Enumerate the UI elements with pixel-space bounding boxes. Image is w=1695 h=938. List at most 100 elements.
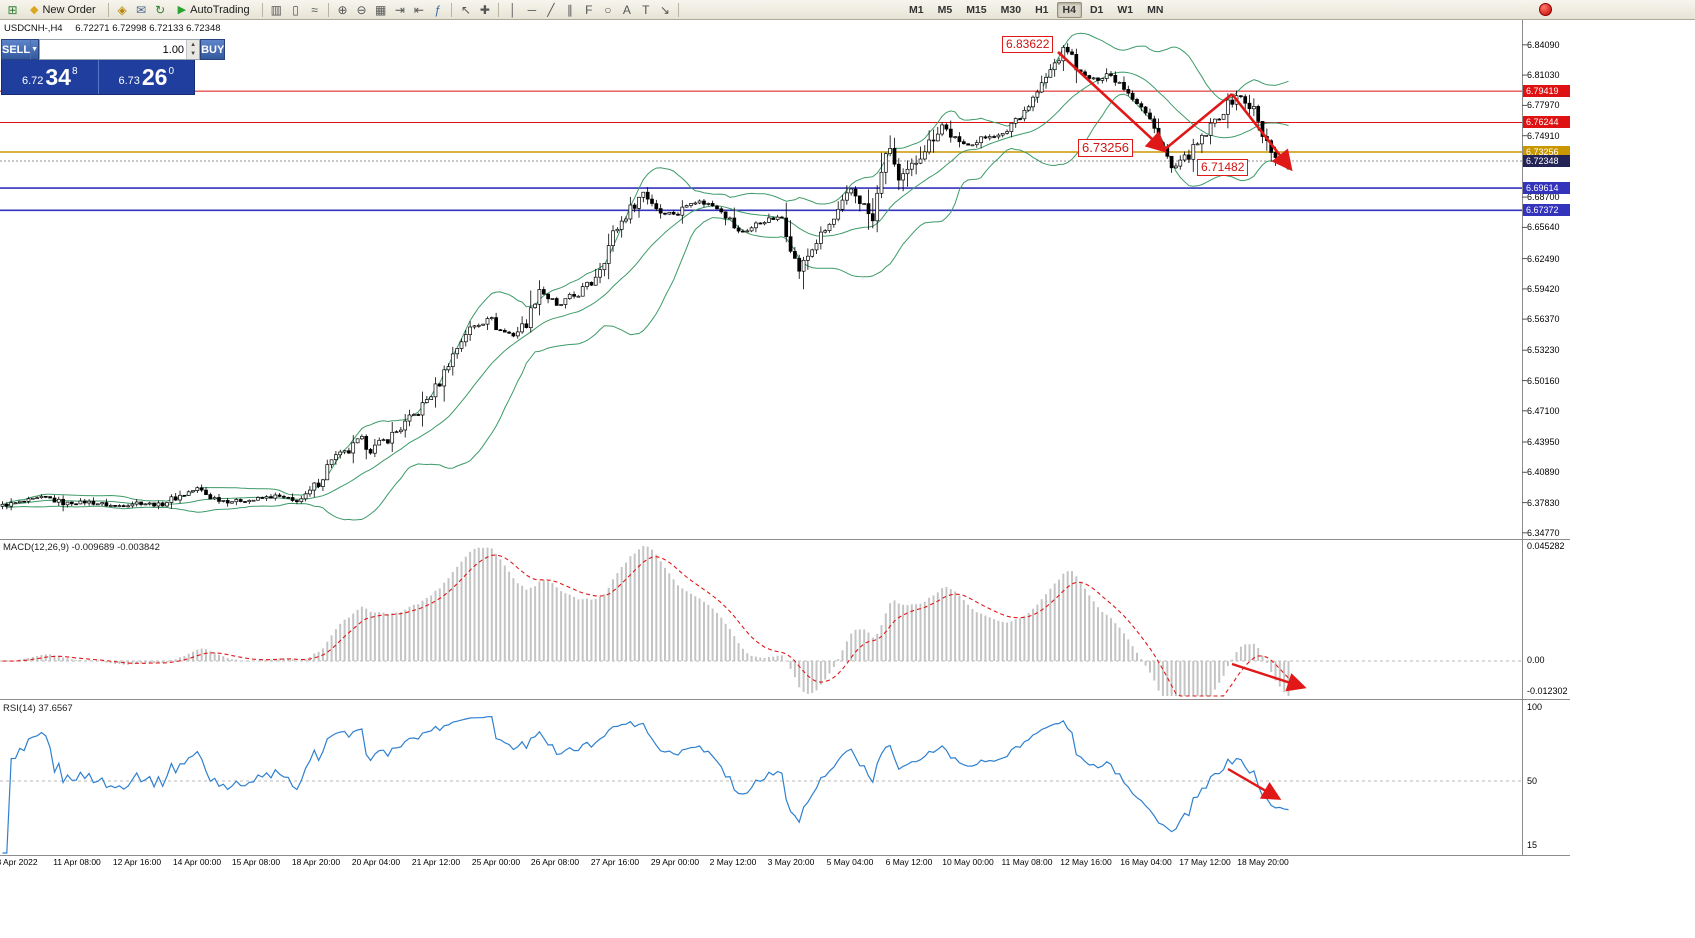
refresh-icon[interactable]: ↻ [152,1,169,18]
timeframe-m5[interactable]: M5 [937,4,953,16]
symbol-period-label: USDCNH-,H4 [4,23,63,34]
price-tick: 6.59420 [1527,284,1560,294]
new-order-icon: ◆ [30,4,39,16]
indicator-scale-label: 100 [1527,702,1543,712]
alert-icon[interactable] [1539,3,1552,16]
price-tick: 6.81030 [1527,70,1560,80]
time-axis-label: 3 May 20:00 [767,857,815,867]
time-axis-label: 17 May 12:00 [1179,857,1231,867]
one-click-trading-panel: SELL ▼ ▲ ▼ BUY 6.72 34 8 6.73 26 0 [1,39,226,95]
timeframe-m30[interactable]: M30 [1000,4,1022,16]
time-axis-label: 2 May 12:00 [709,857,757,867]
tile-windows-icon[interactable]: ▦ [372,1,389,18]
chart-shift-icon[interactable]: ⇤ [410,1,427,18]
time-axis-label: 14 Apr 00:00 [172,857,222,867]
sell-price-figure: 6.72 [21,74,44,87]
fibonacci-icon[interactable]: F [580,1,597,18]
play-icon: ▶ [177,4,187,16]
price-level-tag: 6.76244 [1523,116,1570,128]
new-chart-icon: ⊞ [7,2,18,17]
trendline-icon[interactable]: ╱ [542,1,559,18]
label-icon[interactable]: T [637,1,654,18]
price-divider [97,60,99,94]
volume-decrease-icon[interactable]: ▼ [187,49,200,59]
timeframe-w1[interactable]: W1 [1117,4,1134,16]
time-axis-label: 12 Apr 16:00 [112,857,162,867]
price-tick: 6.34770 [1527,528,1560,538]
time-axis-label: 12 May 16:00 [1060,857,1112,867]
chart-shift-icon: ⇤ [413,2,424,17]
sell-price[interactable]: 6.72 34 8 [2,60,98,94]
timeframe-d1[interactable]: D1 [1089,4,1104,16]
bar-chart-icon: ▥ [270,2,282,17]
time-axis-label: 15 Apr 08:00 [231,857,281,867]
autotrading-button[interactable]: ▶ AutoTrading [171,1,257,18]
candlestick-chart-icon[interactable]: ▯ [287,1,304,18]
vertical-line-icon[interactable]: │ [504,1,521,18]
price-tick: 6.74910 [1527,131,1560,141]
arrows-icon[interactable]: ↘ [656,1,673,18]
time-axis-label: 27 Apr 16:00 [590,857,640,867]
timeframe-m1[interactable]: M1 [909,4,924,16]
price-tick: 6.68700 [1527,192,1560,202]
volume-input[interactable] [40,40,187,59]
price-annotation[interactable]: 6.73256 [1078,139,1133,158]
bar-chart-icon[interactable]: ▥ [268,1,285,18]
new-order-button[interactable]: ◆ New Order [23,1,103,18]
zoom-out-icon[interactable]: ⊖ [353,1,370,18]
horizontal-line-icon: ─ [527,2,537,17]
expert-advisors-icon: ◈ [117,2,127,17]
macd-values: -0.009689 -0.003842 [71,542,160,553]
time-axis-label: 18 May 20:00 [1237,857,1289,867]
mailbox-icon[interactable]: ✉ [133,1,150,18]
price-annotation[interactable]: 6.71482 [1197,159,1249,176]
sell-dropdown-icon[interactable]: ▼ [30,39,40,60]
toolbar-separator [678,2,680,17]
cursor-icon[interactable]: ↖ [457,1,474,18]
horizontal-line-icon[interactable]: ─ [523,1,540,18]
buy-price[interactable]: 6.73 26 0 [99,60,195,94]
crosshair-icon: ✚ [479,2,490,17]
price-tick: 6.84090 [1527,40,1560,50]
cursor-icon: ↖ [460,2,471,17]
new-order-button-label: New Order [42,3,96,16]
price-tick: 6.56370 [1527,314,1560,324]
sell-button[interactable]: SELL [1,39,31,60]
buy-button[interactable]: BUY [200,39,226,60]
indicator-scale-label: 15 [1527,840,1538,850]
price-tick: 6.62490 [1527,254,1560,264]
auto-scroll-icon[interactable]: ⇥ [391,1,408,18]
timeframe-h4[interactable]: H4 [1056,2,1082,18]
zoom-in-icon[interactable]: ⊕ [334,1,351,18]
timeframe-toolbar: M1 M5 M15 M30 H1 H4 D1 W1 MN [903,1,1171,19]
time-axis-label: 26 Apr 08:00 [530,857,580,867]
text-icon[interactable]: A [618,1,635,18]
volume-stepper: ▲ ▼ [186,40,200,59]
volume-increase-icon[interactable]: ▲ [187,40,200,50]
sell-price-point: 8 [71,66,78,77]
indicator-scale-label: 0.00 [1527,655,1545,665]
line-chart-icon[interactable]: ≈ [306,1,323,18]
toolbar-separator [107,2,109,17]
shapes-icon[interactable]: ○ [599,1,616,18]
timeframe-m15[interactable]: M15 [966,4,987,16]
expert-advisors-icon[interactable]: ◈ [114,1,131,18]
time-axis-label: 8 Apr 2022 [0,857,38,867]
time-axis-label: 21 Apr 12:00 [411,857,461,867]
price-level-tag: 6.69614 [1523,182,1570,194]
new-chart-icon[interactable]: ⊞ [4,1,21,18]
time-axis-label: 5 May 04:00 [826,857,874,867]
trendline-icon: ╱ [547,2,555,17]
timeframe-h1[interactable]: H1 [1035,4,1049,16]
crosshair-icon[interactable]: ✚ [476,1,493,18]
label-icon: T [642,2,650,17]
auto-scroll-icon: ⇥ [394,2,405,17]
time-axis-label: 25 Apr 00:00 [471,857,521,867]
indicators-icon[interactable]: ƒ [429,1,446,18]
timeframe-mn[interactable]: MN [1147,4,1164,16]
price-annotation[interactable]: 6.83622 [1002,36,1054,53]
channel-icon[interactable]: ∥ [561,1,578,18]
indicator-scale-label: 50 [1527,776,1538,786]
